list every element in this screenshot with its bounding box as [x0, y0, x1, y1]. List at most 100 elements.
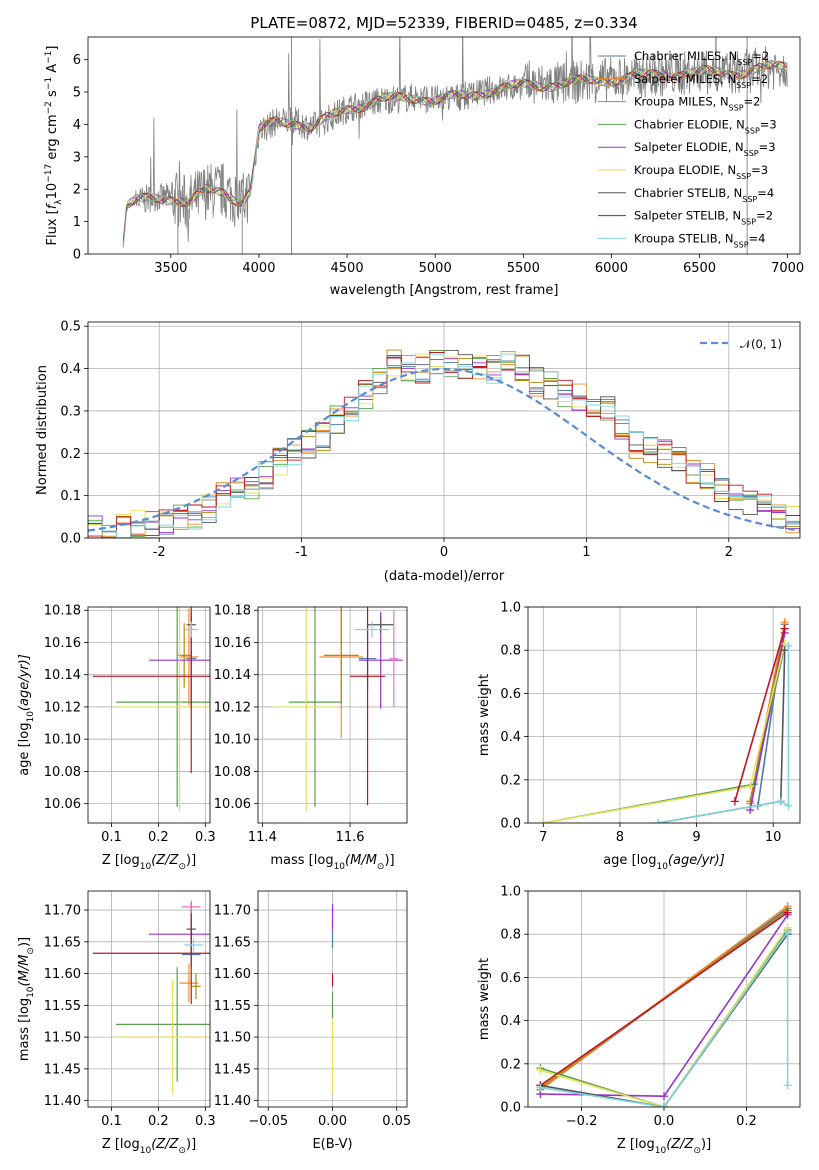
- x-tick-label: 7: [539, 830, 547, 845]
- weight-vs-age-xlabel: age [log10(age/yr)]: [603, 853, 725, 872]
- y-tick-label: 11.50: [214, 1031, 251, 1046]
- weight-marker: [746, 782, 755, 791]
- y-tick-label: 10.18: [214, 604, 251, 619]
- y-tick-label: 10.08: [214, 765, 251, 780]
- y-tick-label: 10.06: [214, 797, 251, 812]
- residual-histogram: [88, 353, 800, 538]
- legend-entry-label: Salpeter MILES, N: [634, 72, 736, 86]
- x-tick-label: 1: [582, 545, 590, 560]
- weight-line: [734, 628, 786, 802]
- spectrum-data-line: [122, 37, 788, 248]
- x-tick-label: 0: [440, 545, 448, 560]
- y-tick-label: 11.60: [44, 967, 81, 982]
- weight-marker: [784, 801, 793, 810]
- weight-marker: [780, 624, 789, 633]
- y-tick-label: 1: [73, 215, 81, 230]
- y-tick-label: 0.2: [60, 447, 81, 462]
- y-tick-label: 10.14: [214, 668, 251, 683]
- weight_vs_age-plot-area: [539, 618, 793, 823]
- weight-marker: [746, 797, 755, 806]
- spectrum-ylabel-part: Flux [: [45, 209, 60, 245]
- y-tick-label: 0.4: [60, 362, 81, 377]
- legend-entry-value: =3: [760, 117, 777, 131]
- age-vs-z-xlabel-part: )]: [186, 853, 196, 868]
- legend-entry-value: =4: [749, 231, 766, 245]
- age-vs-mass-xlabel-part: (M/M: [345, 853, 377, 868]
- legend-entry-sub: SSP: [745, 126, 760, 135]
- x-tick-label: 11.6: [336, 830, 365, 845]
- legend-entry-label: Kroupa STELIB, N: [634, 231, 734, 245]
- x-tick-label: 0.2: [148, 1114, 169, 1129]
- y-tick-label: 11.45: [44, 1062, 81, 1077]
- y-tick-label: 0.2: [500, 1057, 521, 1072]
- x-tick-label: -1: [295, 545, 308, 560]
- y-tick-label: 0.0: [500, 1101, 521, 1116]
- y-tick-label: 10.16: [44, 636, 81, 651]
- weight-marker: [536, 1083, 545, 1092]
- weight_vs_z-axes: −0.2 0.0 0.2 0.0 0.2 0.4 0.6 0.8 1.0: [500, 885, 800, 1129]
- y-tick-label: 11.70: [44, 904, 81, 919]
- mass-vs-z-xlabel: Z [log10(Z/Z⊙)]: [102, 1137, 196, 1156]
- y-tick-label: 10.14: [44, 668, 81, 683]
- weight-vs-z-xlabel: Z [log10(Z/Z⊙)]: [617, 1137, 711, 1156]
- residuals-xlabel: (data-model)/error: [384, 569, 505, 584]
- y-tick-label: 10.06: [44, 797, 81, 812]
- y-tick-label: 10.08: [44, 765, 81, 780]
- legend-entry: Salpeter ELODIE, NSSP=3: [634, 140, 776, 158]
- y-tick-label: 5: [73, 86, 81, 101]
- weight-marker: [784, 641, 793, 650]
- mass_vs_ebv-axes: −0.05 0.00 0.05 11.40 11.45 11.50 11.55 11.60 11…: [214, 891, 411, 1129]
- y-tick-label: 0.0: [60, 532, 81, 547]
- mass-vs-z-ylabel-part: (M/M: [17, 955, 32, 987]
- weight-vs-z-xlabel-part: (Z/Z: [666, 1137, 694, 1152]
- residuals-plot-area: [88, 349, 800, 538]
- y-tick-label: 10.16: [214, 636, 251, 651]
- x-tick-label: 0.1: [101, 1114, 122, 1129]
- weight-vs-age-xlabel-part: 10: [656, 862, 668, 872]
- x-tick-label: 4500: [331, 261, 364, 276]
- y-tick-label: 4: [73, 118, 81, 133]
- spectrum-ylabel-part: A: [45, 64, 60, 77]
- weight_vs_age-axes: 7 8 9 10 0.0 0.2 0.4 0.6 0.8 1.0: [500, 601, 800, 845]
- y-tick-label: 1.0: [500, 601, 521, 616]
- age-vs-mass-xlabel: mass [log10(M/M⊙)]: [270, 853, 394, 872]
- age_vs_z-frame: [87, 606, 211, 824]
- x-tick-label: 6500: [683, 261, 716, 276]
- legend-entry-label: Kroupa MILES, N: [634, 95, 729, 109]
- legend-entry-label: Chabrier ELODIE, N: [634, 117, 745, 131]
- legend-entry: Chabrier STELIB, NSSP=4: [634, 186, 774, 204]
- spectrum-ylabel-part: 10: [45, 183, 60, 200]
- y-tick-label: 3: [73, 150, 81, 165]
- y-tick-label: 11.50: [44, 1031, 81, 1046]
- legend-entry-sub: SSP: [741, 217, 756, 226]
- x-tick-label: 7000: [771, 261, 804, 276]
- y-tick-label: 10.10: [44, 733, 81, 748]
- spectrum-ylabel-part: erg cm: [45, 114, 60, 163]
- weight-line: [543, 645, 786, 823]
- x-tick-label: −0.05: [248, 1114, 288, 1129]
- x-tick-label: 4000: [242, 261, 275, 276]
- weight-marker: [776, 797, 785, 806]
- y-tick-label: 0.6: [500, 687, 521, 702]
- x-tick-label: 0.2: [148, 830, 169, 845]
- y-tick-label: 11.55: [214, 999, 251, 1014]
- spectrum-ylabel-part: f: [45, 202, 60, 209]
- age-vs-z-ylabel-part: age [log: [17, 723, 32, 776]
- mass-vs-z-ylabel: mass [log10(M/M⊙)]: [17, 937, 36, 1061]
- legend-entry-sub: SSP: [736, 80, 751, 89]
- spectrum-model-line: [122, 60, 788, 245]
- age-vs-mass-xlabel-part: )]: [384, 853, 394, 868]
- residuals-ylabel: Normed distribution: [35, 365, 50, 495]
- legend-entry-value: =3: [759, 140, 776, 154]
- legend-entry: Chabrier ELODIE, NSSP=3: [634, 117, 777, 135]
- legend-entry-value: =4: [757, 186, 774, 200]
- x-tick-label: 2: [725, 545, 733, 560]
- x-tick-label: 8: [616, 830, 624, 845]
- age-vs-z-xlabel-part: Z [log: [102, 853, 140, 868]
- weight-line: [749, 632, 786, 811]
- weight_vs_z-plot-area: [536, 902, 792, 1107]
- weight-marker: [660, 1103, 668, 1107]
- age_vs_mass-axes: 11.4 11.6 10.06 10.08 10.10 10.12 10.14 10.16 10…: [214, 604, 407, 845]
- y-tick-label: 11.70: [214, 904, 251, 919]
